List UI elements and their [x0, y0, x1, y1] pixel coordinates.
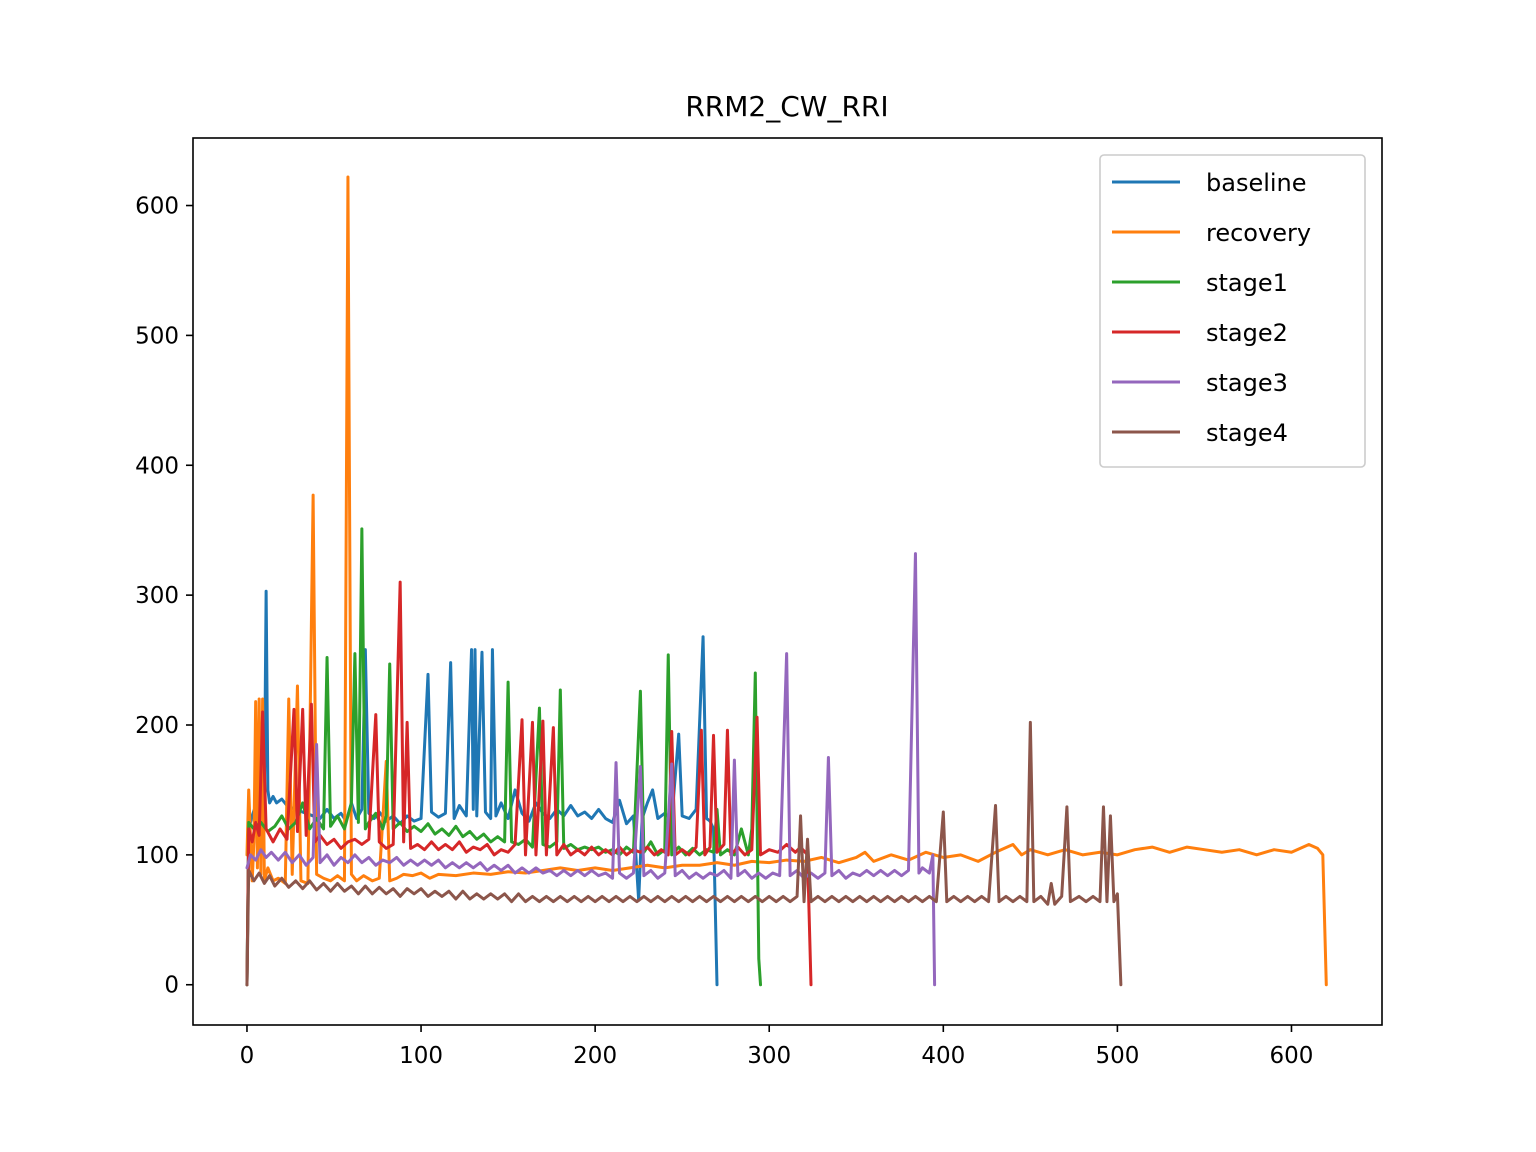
y-tick-label: 100 — [135, 843, 179, 869]
series-layer — [245, 175, 1328, 987]
series-line-stage3 — [245, 552, 937, 987]
y-tick-label: 300 — [135, 583, 179, 609]
x-tick-label: 400 — [921, 1043, 965, 1069]
x-tick-label: 0 — [240, 1043, 255, 1069]
legend-label-baseline: baseline — [1206, 169, 1307, 197]
x-tick-label: 600 — [1270, 1043, 1314, 1069]
plot-frame — [192, 137, 1383, 1026]
x-tick-label: 300 — [747, 1043, 791, 1069]
x-tick-label: 100 — [399, 1043, 443, 1069]
legend-label-recovery: recovery — [1206, 219, 1311, 247]
legend-label-stage1: stage1 — [1206, 269, 1288, 297]
x-tick-label: 500 — [1095, 1043, 1139, 1069]
y-tick-label: 600 — [135, 194, 179, 220]
y-tick-label: 500 — [135, 323, 179, 349]
legend-label-stage3: stage3 — [1206, 369, 1288, 397]
legend-label-stage2: stage2 — [1206, 319, 1288, 347]
y-tick-label: 0 — [164, 973, 179, 999]
x-tick-label: 200 — [573, 1043, 617, 1069]
legend-label-stage4: stage4 — [1206, 419, 1288, 447]
y-tick-label: 200 — [135, 713, 179, 739]
y-axis: 0 100 200 300 400 500 600 — [135, 194, 193, 999]
x-axis: 0 100 200 300 400 500 600 — [240, 1025, 1314, 1069]
chart-title: RRM2_CW_RRI — [685, 90, 888, 123]
y-tick-label: 400 — [135, 453, 179, 479]
series-line-stage4 — [245, 720, 1123, 987]
legend: baseline recovery stage1 stage2 stage3 stage4 — [1099, 154, 1366, 468]
